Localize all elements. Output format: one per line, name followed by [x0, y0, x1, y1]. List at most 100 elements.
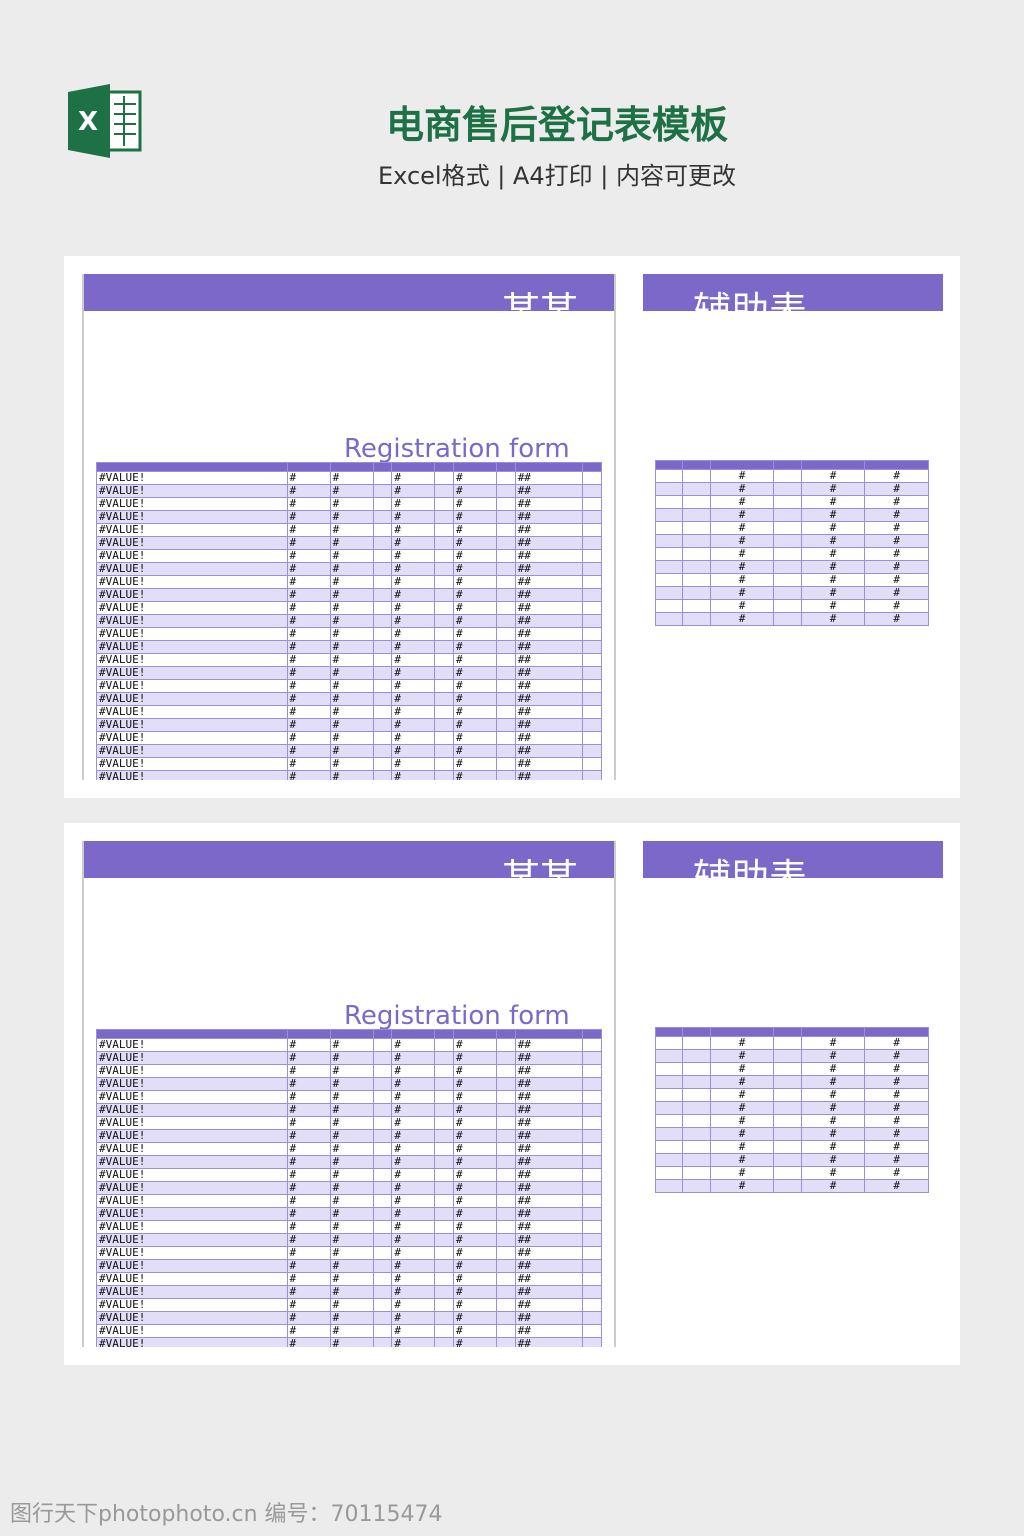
cell — [434, 523, 455, 537]
cell: # — [286, 1116, 331, 1130]
cell — [372, 1077, 393, 1091]
cell: #VALUE! — [96, 1129, 288, 1143]
header-cell — [496, 462, 516, 472]
cell — [434, 1311, 455, 1325]
cell — [682, 547, 711, 561]
side-table: # # # # # # # # # # # # # # # # # # # # # # # # # # # # # # # # # # # # — [654, 1027, 929, 1193]
cell — [582, 614, 602, 628]
cell: #VALUE! — [96, 510, 288, 524]
cell — [372, 1311, 393, 1325]
cell: # — [709, 1140, 775, 1154]
cell — [654, 495, 684, 509]
cell: #VALUE! — [96, 757, 288, 771]
cell — [434, 1142, 455, 1156]
header-cell — [434, 1029, 455, 1039]
data-row: # # # — [654, 547, 929, 561]
cell: # — [391, 1311, 436, 1325]
cell: # — [709, 1049, 775, 1063]
side-title: 辅助表 — [693, 856, 808, 878]
cell: # — [286, 549, 331, 563]
cell: # — [391, 1246, 436, 1260]
cell: # — [709, 612, 775, 626]
cell: # — [453, 1103, 498, 1117]
header-cell — [582, 462, 602, 472]
cell — [582, 1272, 602, 1286]
data-row: # # # — [654, 1153, 929, 1167]
cell: # — [800, 521, 866, 535]
cell — [496, 1051, 516, 1065]
cell: # — [391, 1220, 436, 1234]
cell — [682, 1140, 711, 1154]
cell: #VALUE! — [96, 1181, 288, 1195]
cell: # — [709, 1075, 775, 1089]
cell: # — [286, 1155, 331, 1169]
cell — [372, 705, 393, 719]
cell: # — [800, 1088, 866, 1102]
cell — [582, 627, 602, 641]
cell: # — [286, 601, 331, 615]
cell — [682, 599, 711, 613]
cell: # — [453, 1272, 498, 1286]
cell — [372, 679, 393, 693]
cell — [434, 653, 455, 667]
cell: ## — [514, 471, 584, 485]
cell: # — [329, 640, 374, 654]
cell: # — [329, 692, 374, 706]
data-row: # # # — [654, 521, 929, 535]
cell — [372, 640, 393, 654]
cell: #VALUE! — [96, 1259, 288, 1273]
cell: # — [453, 1246, 498, 1260]
cell: ## — [514, 588, 584, 602]
cell: # — [286, 510, 331, 524]
cell: # — [709, 1179, 775, 1193]
cell: # — [453, 1116, 498, 1130]
data-row: #VALUE! # # # # ## — [96, 1324, 602, 1338]
cell: #VALUE! — [96, 523, 288, 537]
data-row: #VALUE! # # # # ## — [96, 588, 602, 602]
cell — [372, 1051, 393, 1065]
cell — [582, 666, 602, 680]
cell — [372, 1285, 393, 1299]
cell: # — [453, 640, 498, 654]
cell — [372, 1142, 393, 1156]
cell: #VALUE! — [96, 1142, 288, 1156]
cell — [372, 666, 393, 680]
header-cell — [773, 1027, 802, 1037]
cell — [496, 757, 516, 771]
cell: # — [800, 1166, 866, 1180]
cell — [434, 1181, 455, 1195]
cell: # — [709, 573, 775, 587]
cell: #VALUE! — [96, 549, 288, 563]
cell: ## — [514, 601, 584, 615]
preview-panel: 某某 Registration form #VALUE! # # # # ## #VALUE! #… — [64, 256, 960, 798]
cell — [582, 1103, 602, 1117]
header-cell — [96, 462, 288, 472]
cell — [496, 1090, 516, 1104]
cell: # — [709, 469, 775, 483]
cell: # — [391, 653, 436, 667]
cell: #VALUE! — [96, 666, 288, 680]
cell: # — [286, 1311, 331, 1325]
cell: # — [453, 1077, 498, 1091]
cell: # — [800, 482, 866, 496]
cell: # — [329, 731, 374, 745]
cell — [773, 560, 802, 574]
header-cell — [582, 1029, 602, 1039]
cell — [682, 1036, 711, 1050]
data-row: # # # — [654, 1166, 929, 1180]
cell: #VALUE! — [96, 1064, 288, 1078]
data-row: #VALUE! # # # # ## — [96, 1233, 602, 1247]
cell: # — [286, 536, 331, 550]
cell: # — [329, 601, 374, 615]
cell — [496, 1311, 516, 1325]
cell — [496, 653, 516, 667]
cell: # — [286, 1181, 331, 1195]
header-cell — [391, 462, 436, 472]
cell: ## — [514, 1051, 584, 1065]
cell — [582, 575, 602, 589]
cell: # — [709, 1088, 775, 1102]
cell: # — [453, 471, 498, 485]
cell: # — [391, 471, 436, 485]
cell — [582, 1194, 602, 1208]
cell: # — [391, 679, 436, 693]
